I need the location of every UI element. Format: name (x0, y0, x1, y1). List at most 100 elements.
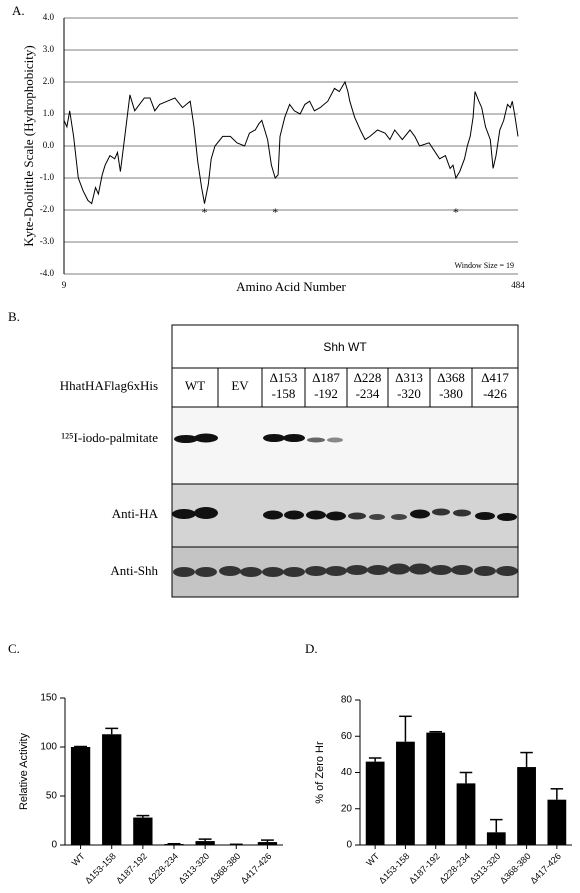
band (410, 509, 430, 519)
band (327, 437, 343, 443)
column-label: Δ417 (481, 370, 509, 385)
column-label: Δ187 (312, 370, 340, 385)
band (262, 567, 284, 577)
annotation: * (272, 205, 278, 219)
annotation: * (202, 205, 208, 219)
band (263, 510, 283, 520)
band (174, 435, 198, 443)
column-label: WT (185, 378, 205, 393)
column-label: Δ153 (270, 370, 298, 385)
y-tick-label: -4.0 (40, 268, 55, 278)
band (367, 565, 389, 575)
band (305, 566, 327, 576)
band (409, 563, 431, 575)
blot-columns: WT EV Δ153-158 Δ187-192 Δ228-234 Δ313-320 Δ368… (185, 368, 509, 407)
hydropathy-line (63, 80, 519, 205)
chart-panel: A.Kyte-Doolittle Scale (Hydrophobicity)-… (12, 3, 525, 294)
y-axis-label: Relative Activity (18, 732, 30, 810)
column-label: Δ313 (395, 370, 423, 385)
column-label: Δ368 (437, 370, 465, 385)
bar (396, 741, 415, 845)
x-tick-label: Δ153-158 (377, 851, 412, 886)
band (388, 563, 410, 575)
y-tick-label: 40 (341, 767, 353, 778)
column-label: -320 (397, 386, 421, 401)
column-label: -234 (356, 386, 380, 401)
frame (171, 324, 519, 598)
y-tick-label: 100 (40, 742, 57, 753)
x-tick-label: Δ228-234 (145, 851, 180, 886)
band (497, 513, 517, 521)
blot-frame (171, 324, 519, 598)
bar (486, 832, 506, 845)
y-tick-label: 20 (341, 803, 353, 814)
blot-header: Shh WT (323, 340, 367, 354)
x-tick-label: WT (70, 851, 87, 868)
band (172, 509, 196, 519)
y-axis-label: % of Zero Hr (314, 741, 326, 804)
y-tick-label: 1.0 (43, 108, 55, 118)
row-label: Anti-Shh (110, 563, 158, 578)
x-axis-label: Amino Acid Number (236, 279, 346, 294)
band (348, 512, 366, 520)
band (283, 434, 305, 442)
annotation: * (453, 205, 459, 219)
y-tick-label: 150 (40, 693, 57, 704)
band (474, 566, 496, 576)
x-tick-label: WT (364, 851, 381, 868)
row-label: ¹²⁵I-iodo-palmitate (61, 430, 158, 445)
bar (456, 783, 476, 845)
bar (195, 841, 215, 845)
bar (365, 761, 385, 845)
band (326, 511, 346, 521)
band (369, 514, 385, 520)
bar (102, 734, 122, 845)
band (306, 510, 326, 520)
x-tick-label: Δ187-192 (407, 851, 442, 886)
band (283, 567, 305, 577)
y-tick-label: 50 (46, 791, 58, 802)
y-tick-label: 0 (346, 840, 352, 851)
column-label: EV (231, 378, 249, 393)
bar (547, 799, 567, 845)
band (284, 510, 304, 520)
band (195, 567, 217, 577)
blot-panel: B. (8, 309, 519, 598)
y-tick-label: 3.0 (43, 44, 55, 54)
band (194, 433, 218, 443)
chart-panel: D. % of Zero Hr 0 20 40 60 80 WTΔ153-158Δ187-19… (305, 641, 572, 886)
x-tick-label: Δ368-380 (208, 851, 243, 886)
bar (70, 747, 91, 845)
x-tick-label: 484 (511, 280, 525, 290)
y-tick-label: 80 (341, 695, 353, 706)
y-tick-label: 4.0 (43, 12, 55, 22)
x-tick-label: Δ313-320 (177, 851, 212, 886)
column-label: -426 (483, 386, 507, 401)
band (307, 437, 325, 443)
blot-row-bg (172, 407, 518, 484)
y-axis-label: Kyte-Doolittle Scale (Hydrophobicity) (21, 45, 36, 246)
row-header: HhatHAFlag6xHis (60, 378, 158, 393)
band (219, 566, 241, 576)
band (430, 565, 452, 575)
y-tick-label: 0 (51, 840, 57, 851)
bar (164, 844, 184, 845)
panel-label: A. (12, 3, 25, 18)
bar (257, 842, 278, 845)
column-label: -192 (314, 386, 338, 401)
x-tick-label: Δ417-426 (239, 851, 274, 886)
x-tick-label: Δ368-380 (498, 851, 533, 886)
y-tick-label: -2.0 (40, 204, 55, 214)
bands (172, 433, 518, 577)
y-tick-label: 2.0 (43, 76, 55, 86)
band (391, 514, 407, 520)
band (173, 567, 195, 577)
y-tick-label: -3.0 (40, 236, 55, 246)
x-tick-label: Δ187-192 (114, 851, 149, 886)
note: Window Size = 19 (454, 261, 514, 270)
band (475, 512, 495, 520)
band (453, 509, 471, 517)
y-tick-label: 0.0 (43, 140, 55, 150)
